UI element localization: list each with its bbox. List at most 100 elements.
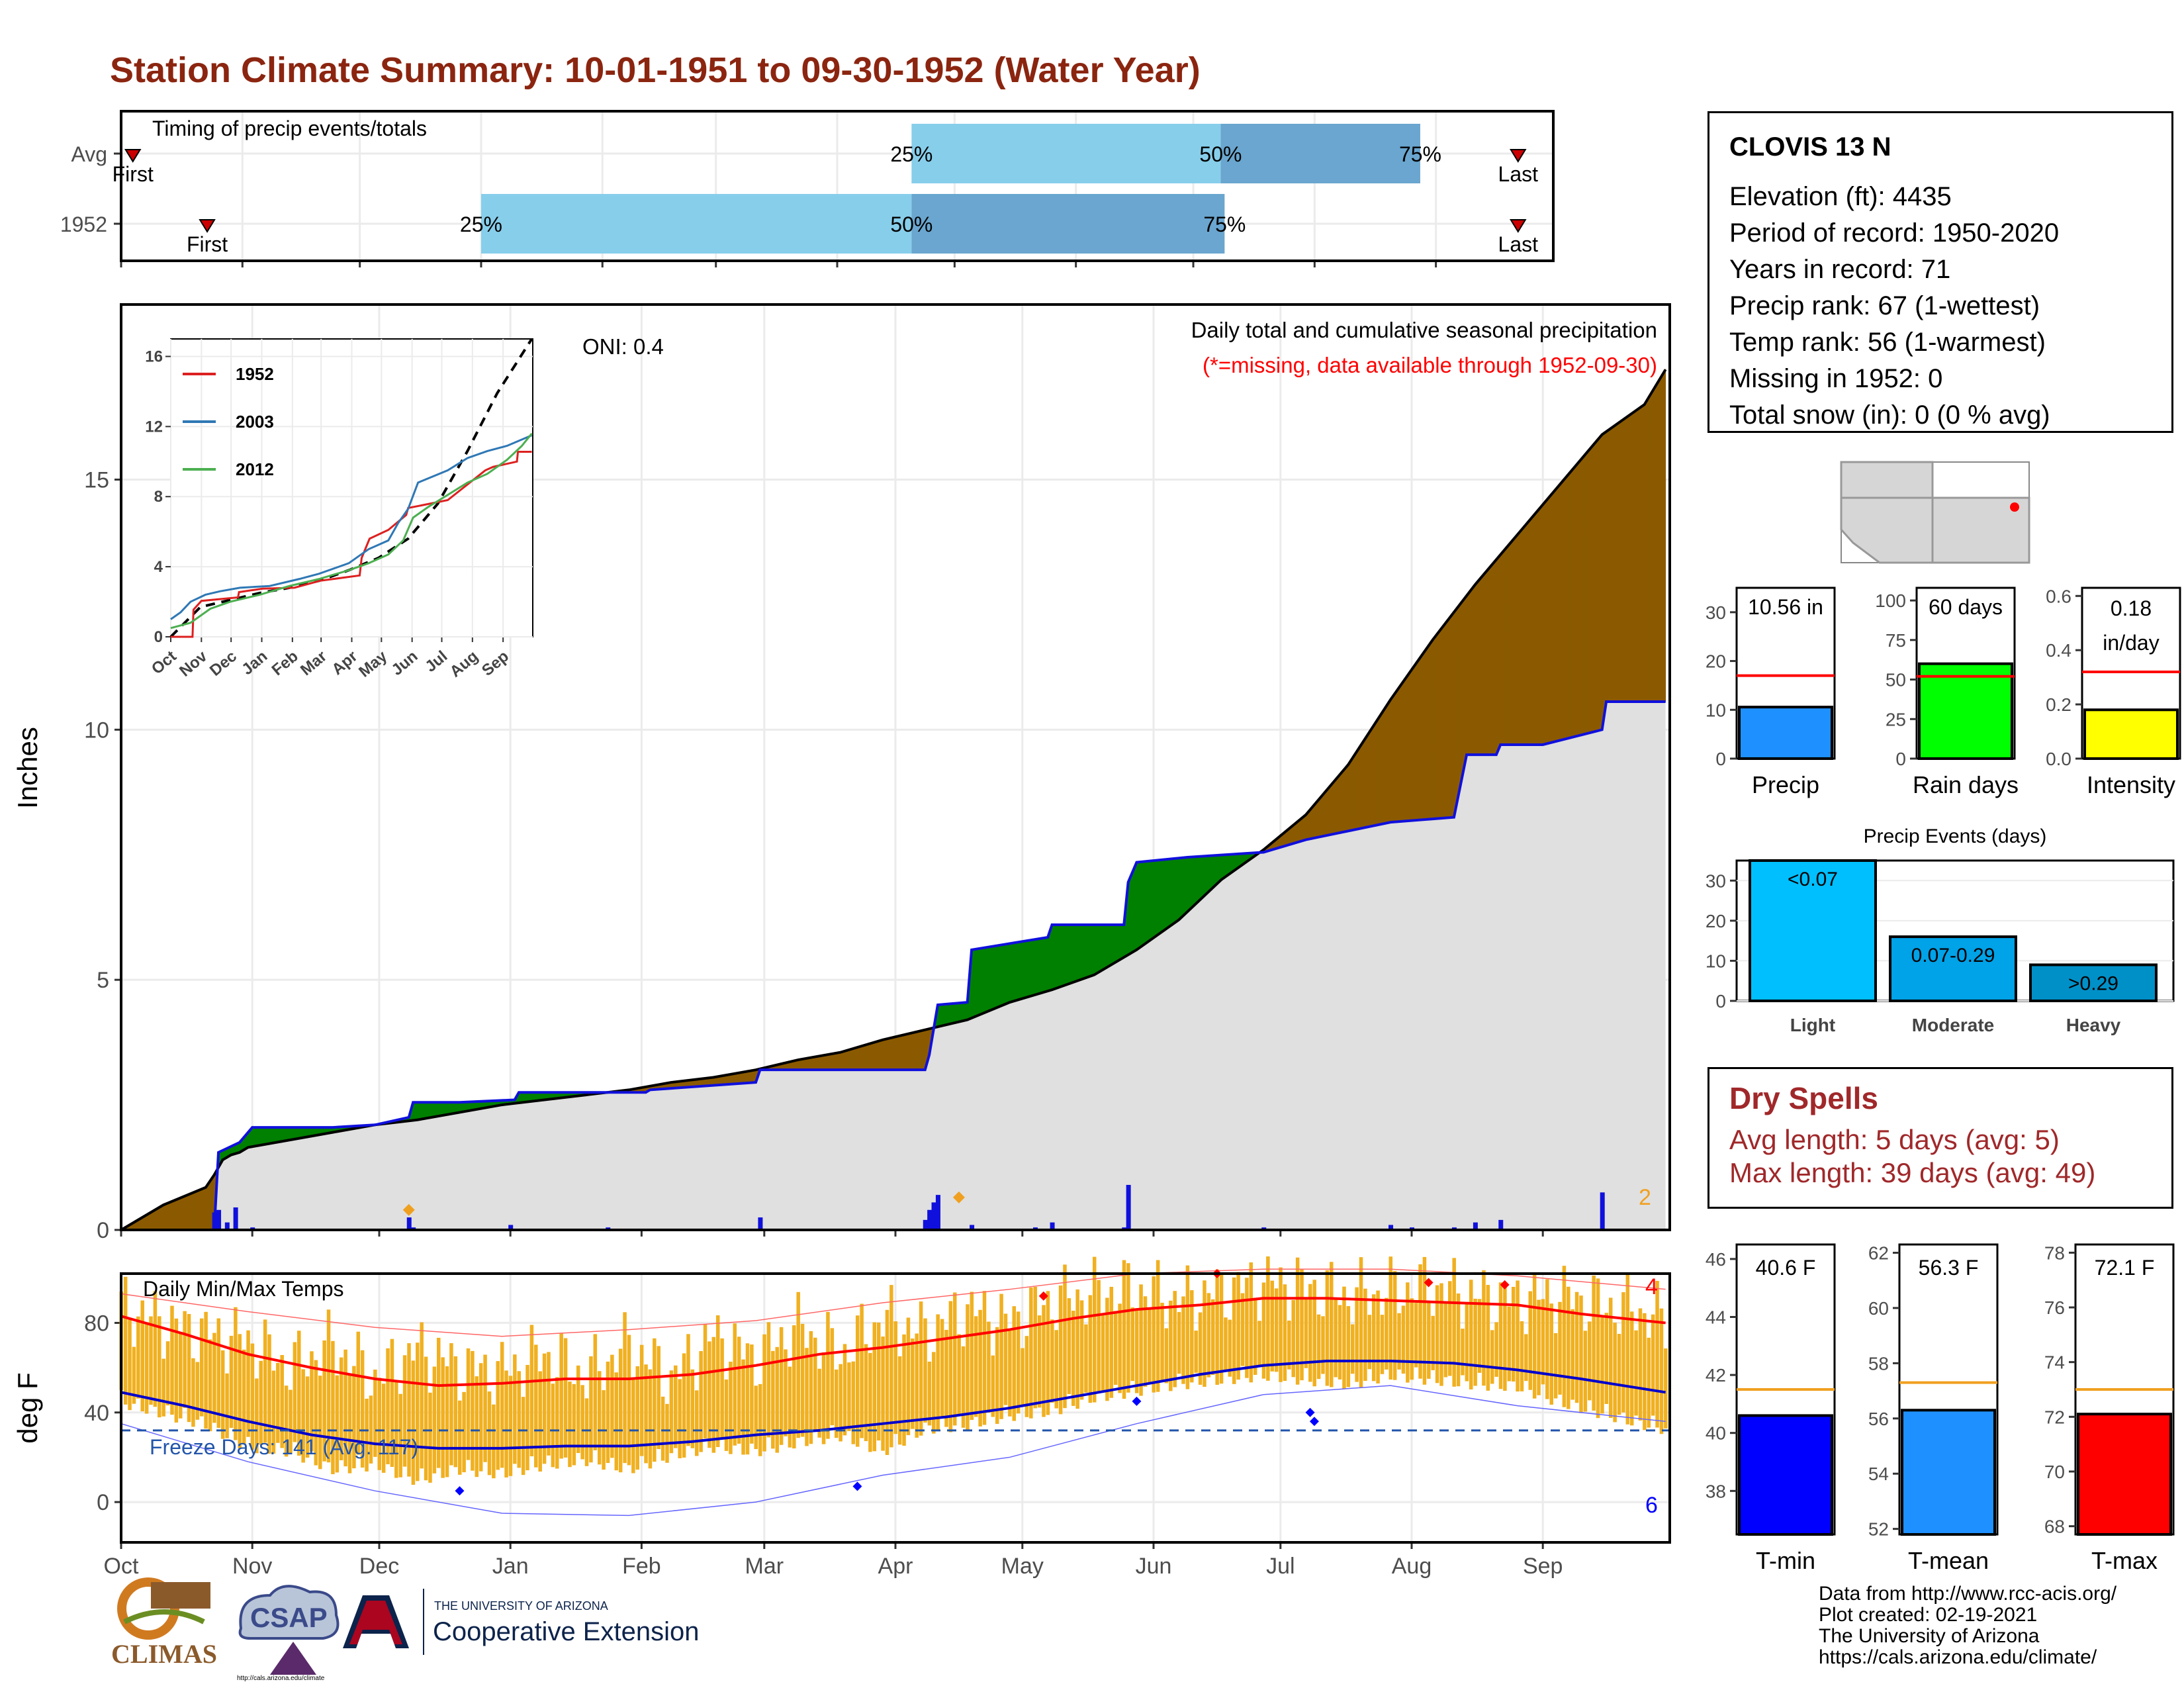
- daily-temp-bar: [289, 1389, 293, 1454]
- daily-temp-bar: [1541, 1299, 1545, 1385]
- daily-temp-bar: [1249, 1262, 1253, 1383]
- daily-temp-bar: [398, 1393, 402, 1477]
- inset-month-label: Apr: [328, 647, 361, 679]
- daily-temp-bar: [1194, 1331, 1198, 1373]
- record-max-line: [120, 1268, 1666, 1337]
- daily-temp-bar: [1325, 1270, 1330, 1386]
- daily-temp-bar: [805, 1348, 809, 1446]
- timing-bar-25-50: [911, 124, 1221, 183]
- daily-temp-bar: [1511, 1286, 1516, 1382]
- inset-month-label: Oct: [148, 647, 180, 678]
- stat-ytick-label: 42: [1706, 1365, 1726, 1385]
- daily-temp-bar: [779, 1327, 784, 1445]
- daily-temp-bar: [1549, 1303, 1553, 1405]
- daily-temp-bar: [944, 1329, 948, 1427]
- daily-temp-bar: [352, 1366, 356, 1469]
- month-axis: Oct Nov Dec Jan Feb Mar Apr May Jun Jul Aug Sep: [104, 1554, 1563, 1579]
- temp-stats-panels: 38 40 42 44 46 40.6 F T-min 52 54 56 58 60 62 56.3 F T…: [1706, 1243, 2175, 1574]
- daily-temp-bar: [1562, 1266, 1567, 1407]
- daily-temp-bar: [284, 1385, 289, 1457]
- stat-ytick-label: 0: [1895, 749, 1906, 769]
- daily-temp-bar: [855, 1315, 860, 1447]
- daily-temp-bar: [504, 1370, 508, 1477]
- daily-temp-bar: [1435, 1285, 1439, 1383]
- stat-ytick-label: 20: [1706, 651, 1726, 672]
- daily-temp-bar: [876, 1322, 881, 1441]
- daily-temp-bar: [487, 1391, 492, 1476]
- daily-temp-bar: [437, 1337, 441, 1468]
- daily-temp-bar: [432, 1366, 437, 1474]
- daily-temp-bar: [1414, 1303, 1418, 1368]
- daily-temp-bar: [369, 1395, 373, 1464]
- ua-small-text: THE UNIVERSITY OF ARIZONA: [434, 1599, 608, 1613]
- daily-precip-bar: [758, 1217, 763, 1230]
- daily-temp-bar: [478, 1363, 483, 1472]
- daily-temp-bar: [1075, 1289, 1079, 1409]
- daily-temp-bar: [335, 1375, 340, 1473]
- stat-category-label: Precip: [1752, 771, 1819, 798]
- daily-temp-bar: [813, 1337, 817, 1432]
- daily-temp-bar: [657, 1346, 660, 1450]
- daily-temp-bar: [1439, 1283, 1443, 1386]
- daily-temp-bar: [1392, 1271, 1397, 1380]
- daily-temp-bar: [250, 1343, 255, 1450]
- stat-ytick-label: 74: [2044, 1352, 2065, 1373]
- daily-temp-bar: [606, 1361, 610, 1464]
- daily-temp-bar: [318, 1376, 322, 1470]
- timing-label-25: 25%: [890, 142, 933, 166]
- timing-label-25: 25%: [460, 212, 502, 236]
- daily-temp-bar: [373, 1369, 377, 1457]
- daily-temp-bar: [699, 1351, 703, 1452]
- daily-precip-bar: [923, 1219, 928, 1230]
- daily-temp-bar: [568, 1382, 572, 1468]
- logo-strip: CLIMAS CSAP http://cals.arizona.edu/clim…: [111, 1577, 699, 1681]
- daily-temp-bar: [703, 1324, 707, 1438]
- daily-temp-bar: [508, 1376, 513, 1476]
- stat-ytick-label: 25: [1886, 709, 1906, 729]
- stat-ytick-label: 62: [1868, 1243, 1889, 1264]
- daily-temp-bar: [1634, 1330, 1638, 1416]
- daily-temp-bar: [1261, 1282, 1266, 1379]
- daily-temp-bar: [322, 1340, 326, 1462]
- daily-precip-bar: [224, 1222, 230, 1230]
- events-title: Precip Events (days): [1864, 825, 2047, 847]
- daily-temp-bar: [1461, 1329, 1465, 1376]
- daily-temp-bar: [639, 1344, 644, 1456]
- daily-temp-bar: [471, 1350, 475, 1471]
- daily-temp-bar: [1092, 1256, 1097, 1403]
- daily-temp-bar: [1185, 1265, 1190, 1389]
- station-info-line: Period of record: 1950-2020: [1729, 218, 2060, 248]
- daily-temp-bar: [839, 1364, 842, 1442]
- daily-temp-bar: [331, 1340, 335, 1475]
- stat-ytick-label: 30: [1706, 602, 1726, 623]
- daily-temp-bar: [1498, 1282, 1503, 1389]
- daily-temp-bar: [991, 1355, 995, 1417]
- daily-temp-bar: [365, 1398, 369, 1472]
- daily-temp-bar: [475, 1376, 479, 1477]
- daily-temp-bar: [1240, 1293, 1245, 1366]
- daily-temp-bar: [915, 1333, 919, 1438]
- station-location-dot: [2010, 502, 2019, 512]
- daily-temp-bar: [1427, 1302, 1431, 1379]
- daily-temp-bar: [242, 1349, 246, 1445]
- daily-temp-bar: [707, 1341, 711, 1448]
- daily-temp-bar: [906, 1317, 911, 1436]
- inset-month-label: Jan: [238, 647, 271, 679]
- daily-temp-bar: [428, 1392, 432, 1483]
- daily-temp-bar: [1494, 1322, 1498, 1377]
- daily-temp-bar: [1473, 1298, 1477, 1386]
- daily-temp-bar: [1537, 1299, 1541, 1395]
- stat-ytick-label: 44: [1706, 1307, 1726, 1328]
- month-tick-label: Nov: [232, 1554, 272, 1579]
- station-info-box: CLOVIS 13 N Elevation (ft): 4435 Period …: [1707, 111, 2173, 433]
- daily-temp-bar: [1253, 1297, 1257, 1376]
- stat-value-bar: [1738, 706, 1833, 760]
- ua-logo: THE UNIVERSITY OF ARIZONA Cooperative Ex…: [343, 1589, 699, 1655]
- daily-temp-bar: [1401, 1305, 1406, 1374]
- daily-temp-bar: [343, 1349, 347, 1467]
- daily-temp-bar: [745, 1343, 750, 1455]
- daily-temp-bar: [1283, 1284, 1287, 1382]
- daily-temp-bar: [1532, 1274, 1537, 1399]
